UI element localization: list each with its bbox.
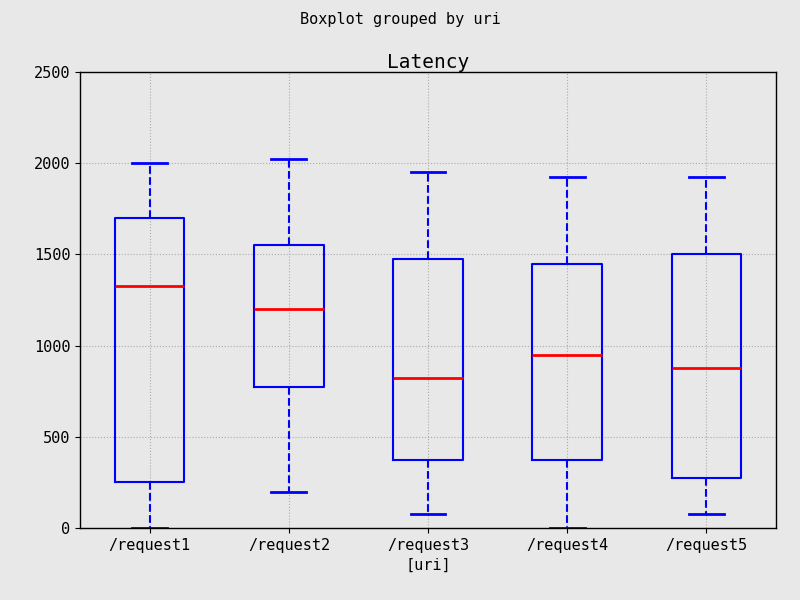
Title: Latency: Latency — [387, 53, 469, 72]
Text: Boxplot grouped by uri: Boxplot grouped by uri — [300, 12, 500, 27]
X-axis label: [uri]: [uri] — [405, 558, 451, 573]
